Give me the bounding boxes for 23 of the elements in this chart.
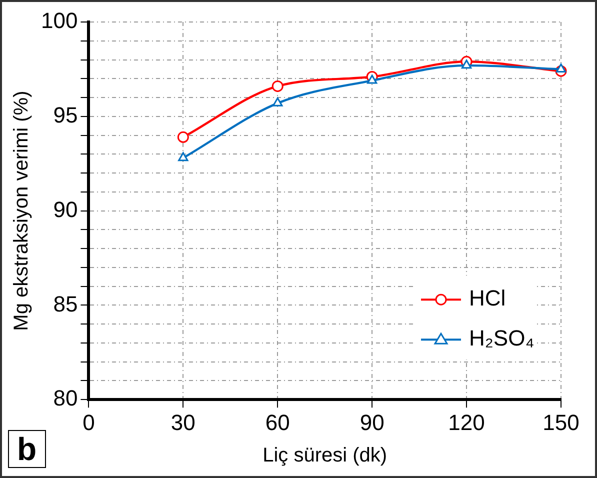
x-tick-label: 30 (170, 410, 196, 435)
y-tick-label: 90 (53, 196, 78, 222)
point (272, 97, 283, 106)
point (178, 152, 188, 162)
y-tick-label: 80 (53, 386, 78, 411)
point (461, 60, 472, 69)
y-tick-label: 85 (53, 291, 78, 316)
legend-label: HCl (469, 286, 506, 311)
y-axis-title: Mg ekstraksiyon verimi (%) (10, 90, 33, 331)
point (556, 63, 566, 72)
legend-label: H₂SO₄ (469, 326, 534, 351)
x-tick-label: 0 (82, 410, 95, 435)
text: b (8, 430, 46, 468)
y-tick-label: 100 (40, 8, 78, 34)
x-tick-label: 90 (360, 410, 384, 435)
point (272, 80, 284, 92)
x-axis-title: Liç süresi (dk) (262, 444, 388, 467)
point (367, 74, 378, 84)
y-tick-label: 95 (53, 102, 78, 128)
x-tick-label: 120 (448, 410, 485, 435)
point (177, 131, 189, 143)
x-tick-label: 60 (265, 410, 290, 435)
x-tick-label: 150 (542, 410, 580, 435)
